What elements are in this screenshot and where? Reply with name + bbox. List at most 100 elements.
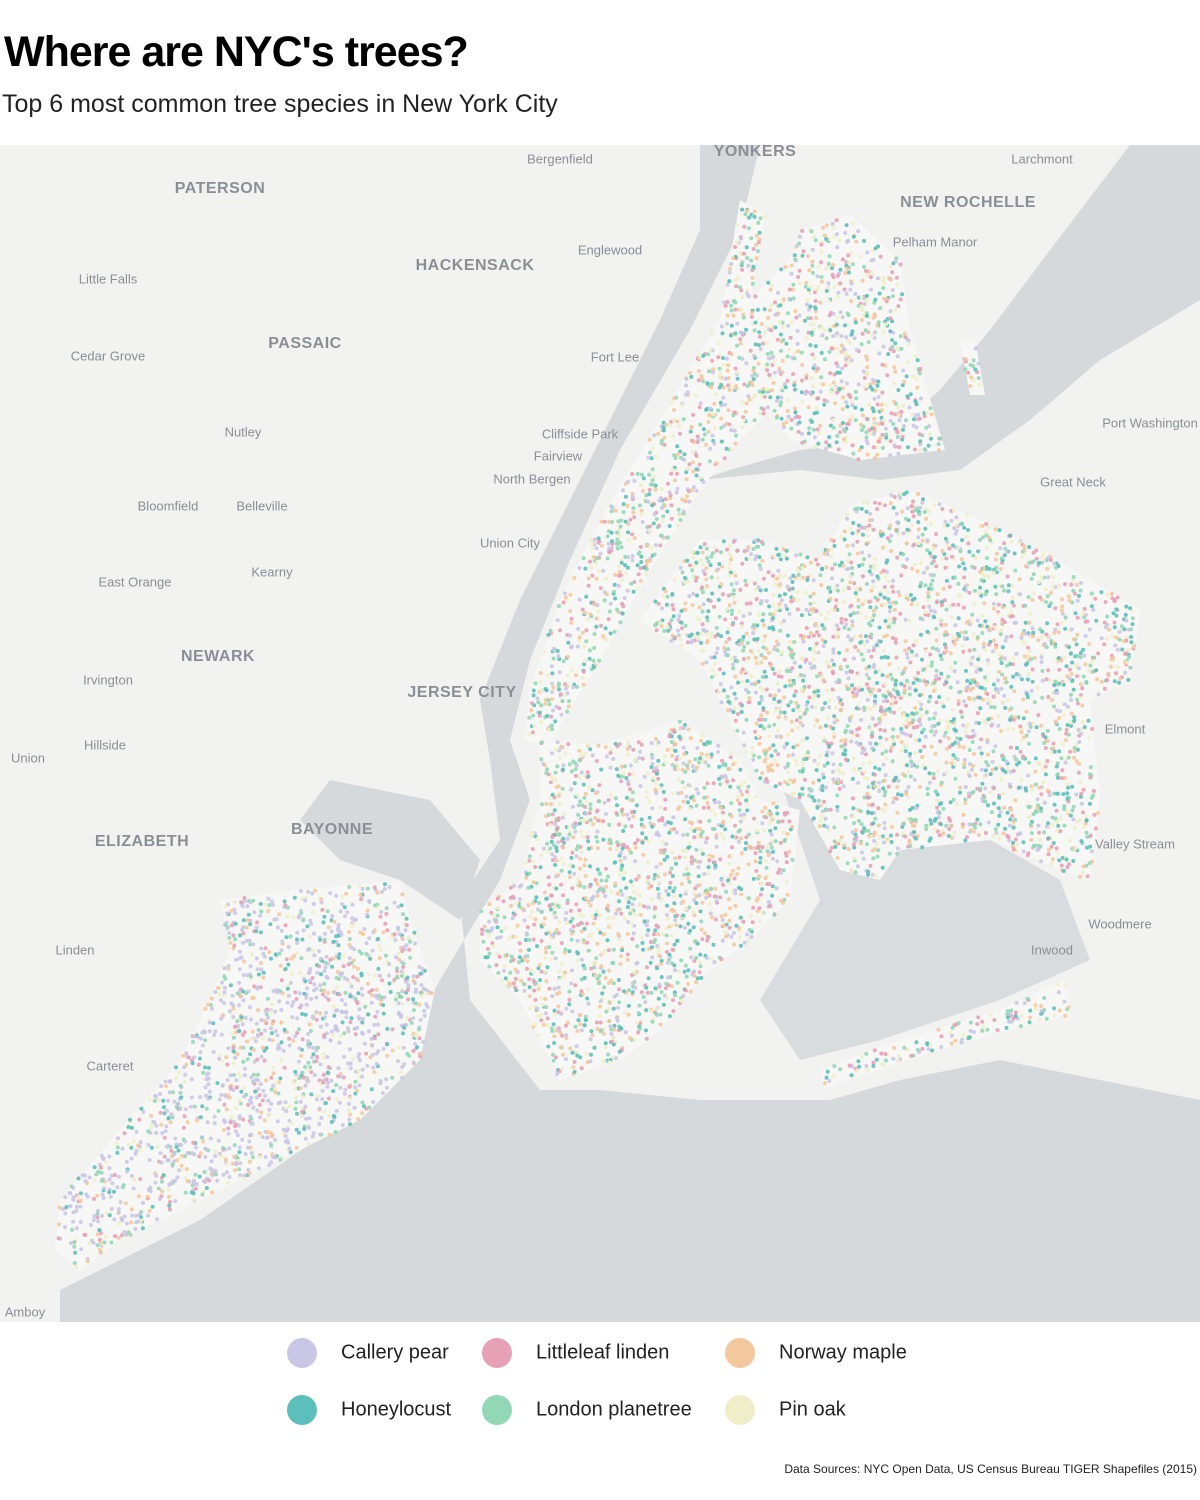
tree-dot [1114,607,1119,612]
tree-dot [522,988,527,993]
tree-dot [761,386,766,391]
tree-dot [839,349,844,354]
tree-dot [872,772,877,777]
tree-dot [1036,713,1041,718]
tree-dot [645,990,650,995]
tree-dot [819,324,824,329]
tree-dot [841,771,846,776]
tree-dot [800,792,805,797]
tree-dot [979,737,984,742]
tree-dot [896,405,901,410]
tree-dot [569,937,574,942]
tree-dot [1045,759,1050,763]
tree-dot [570,668,575,673]
tree-dot [638,578,643,583]
tree-dot [1106,673,1111,678]
tree-dot [564,1033,569,1038]
tree-dot [993,744,998,749]
tree-dot [872,645,877,650]
tree-dot [639,508,644,513]
tree-dot [894,529,899,534]
tree-dot [665,509,670,514]
tree-dot [654,454,659,459]
tree-dot [665,960,670,965]
tree-dot [897,445,902,450]
tree-dot [569,620,573,625]
tree-dot [777,867,782,872]
tree-dot [1061,682,1066,687]
tree-dot [761,407,766,412]
tree-dot [988,790,993,795]
tree-dot [811,234,816,239]
tree-dot [606,1007,611,1012]
tree-dot [932,609,937,614]
tree-dot [1099,590,1104,595]
tree-dot [898,297,903,302]
tree-dot [723,773,728,778]
tree-dot [727,387,732,392]
tree-dot [677,424,682,429]
tree-dot [818,725,823,730]
tree-dot [947,827,952,831]
tree-dot [896,388,901,392]
tree-dot [709,808,714,813]
tree-dot [867,676,872,681]
tree-dot [862,643,866,648]
tree-dot [561,1052,565,1057]
tree-dot [1050,815,1055,820]
tree-dot [713,886,718,891]
tree-dot [851,451,856,456]
tree-dot [812,690,817,695]
tree-dot [609,509,614,514]
tree-dot [846,634,851,639]
tree-dot [681,993,686,998]
tree-dot [919,702,924,707]
tree-dot [887,851,892,856]
tree-dot [859,652,864,657]
tree-dot [888,501,893,506]
tree-dot [729,428,734,433]
tree-dot [637,755,642,760]
tree-dot [581,963,586,968]
tree-dot [970,822,975,827]
tree-dot [645,860,650,865]
tree-dot [909,602,914,607]
tree-dot [741,614,746,618]
tree-dot [753,538,758,543]
tree-dot [640,489,645,493]
tree-dot [620,892,625,897]
tree-dot [844,670,849,675]
tree-dot [1104,637,1109,641]
tree-dot [1025,653,1030,658]
tree-dot [849,299,854,304]
tree-dot [838,267,843,272]
tree-dot [824,289,829,293]
tree-dot [759,599,764,603]
tree-dot [962,575,967,580]
tree-dot [1053,644,1058,649]
tree-dot [863,599,868,603]
tree-dot [892,381,897,386]
tree-dot [944,746,949,751]
tree-dot [629,581,634,586]
tree-dot [895,832,900,837]
tree-dot [824,616,829,621]
borough [820,980,1070,1088]
tree-dot [727,562,732,567]
tree-dot [878,306,883,311]
tree-dot [1059,776,1064,781]
tree-dot [934,564,939,569]
tree-dot [842,287,847,292]
tree-dot [702,541,707,546]
tree-dot [1072,749,1077,754]
tree-dot [628,763,633,768]
tree-dot [823,816,828,821]
tree-dot [918,749,923,753]
tree-dot [1126,648,1131,653]
tree-dot [678,636,683,641]
tree-dot [811,591,816,596]
tree-dot [719,634,723,639]
tree-dot [838,281,843,286]
tree-dot [1081,787,1086,792]
tree-dot [848,729,853,734]
